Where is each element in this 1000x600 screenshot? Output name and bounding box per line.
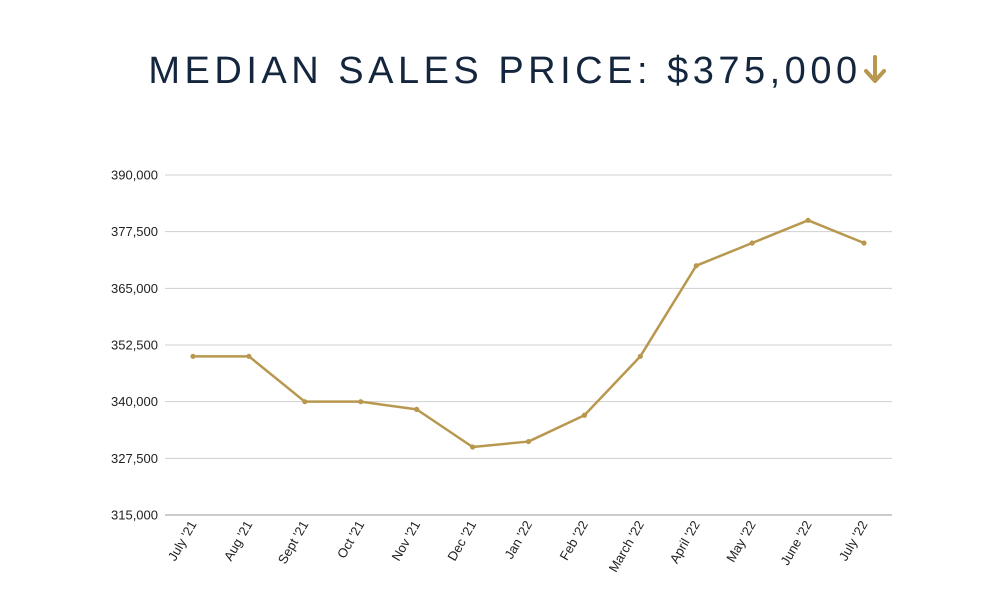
series-line (193, 219, 865, 449)
chart-title: MEDIAN SALES PRICE: $375,000 (0, 50, 1000, 95)
x-tick-label: Oct '21 (334, 518, 367, 561)
data-point (581, 412, 588, 418)
x-tick-label: March '22 (606, 518, 647, 575)
y-tick-label: 390,000 (111, 168, 158, 183)
data-point (414, 406, 420, 412)
data-point (805, 217, 811, 223)
x-tick-label: April '22 (667, 518, 703, 566)
title-prefix: MEDIAN SALES PRICE: (148, 50, 653, 92)
x-tick-label: June '22 (777, 518, 814, 568)
y-tick-label: 377,500 (111, 224, 158, 239)
x-tick-label: July '22 (836, 518, 871, 563)
y-tick-label: 327,500 (111, 451, 158, 466)
x-tick-label: July '21 (165, 518, 200, 563)
x-tick-label: May '22 (723, 518, 759, 565)
x-tick-label: Feb '22 (557, 518, 591, 563)
x-tick-label: Aug '21 (221, 518, 256, 563)
data-point (358, 399, 364, 405)
data-point (190, 353, 196, 359)
y-tick-label: 315,000 (111, 508, 158, 523)
y-tick-label: 340,000 (111, 394, 158, 409)
data-point (525, 438, 532, 445)
y-tick-label: 352,500 (111, 338, 158, 353)
data-point (637, 353, 643, 359)
x-tick-label: Sept '21 (275, 518, 312, 566)
arrow-down-icon (863, 52, 886, 95)
y-tick-label: 365,000 (111, 281, 158, 296)
data-point (469, 444, 476, 450)
data-point (246, 353, 252, 359)
x-tick-label: Jan '22 (501, 518, 535, 561)
data-point (749, 240, 755, 246)
title-value: $375,000 (667, 50, 862, 92)
data-point (861, 240, 867, 246)
data-point (302, 399, 308, 405)
data-point (693, 263, 699, 269)
x-tick-label: Dec '21 (444, 518, 479, 563)
x-tick-label: Nov '21 (388, 518, 423, 563)
